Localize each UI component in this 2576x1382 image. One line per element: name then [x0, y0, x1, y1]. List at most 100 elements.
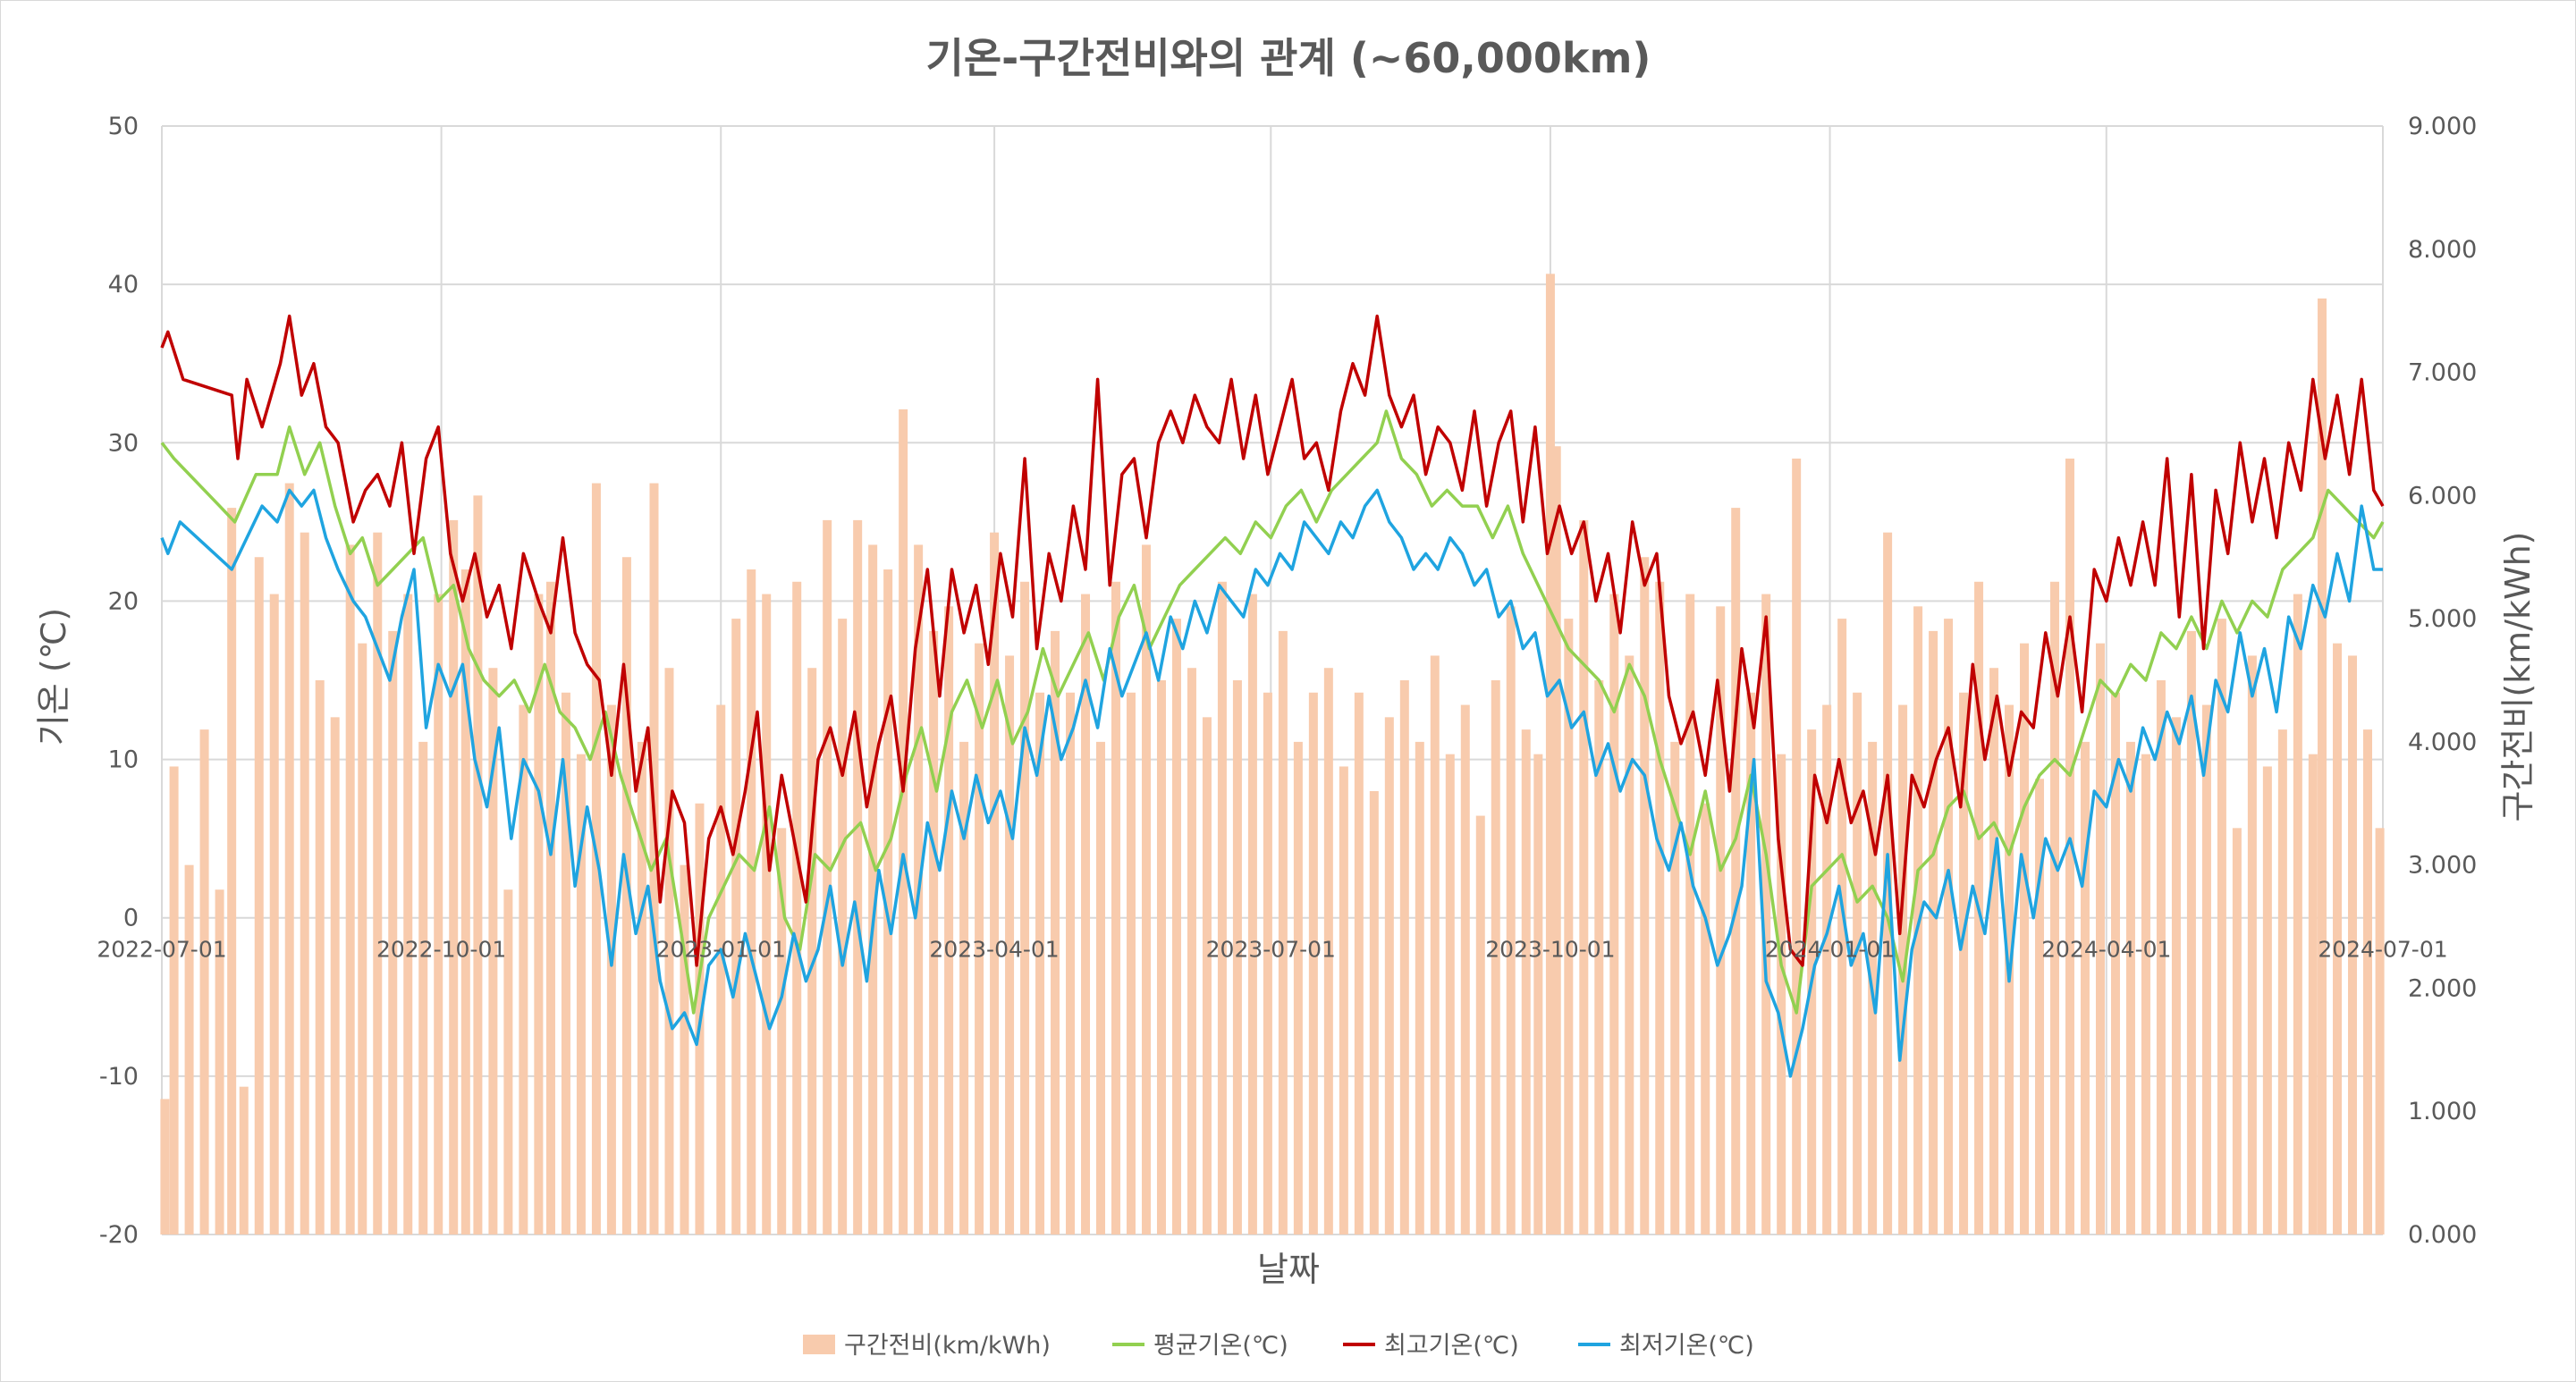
bar-efficiency	[853, 519, 863, 1235]
bar-efficiency	[1399, 680, 1409, 1235]
bar-efficiency	[1609, 594, 1619, 1235]
right-axis: 0.000 1.000 2.000 3.000 4.000 5.000 6.000 7.000…	[2408, 113, 2477, 1249]
bar-efficiency	[1187, 668, 1196, 1235]
right-tick-label: 4.000	[2408, 729, 2477, 756]
bar-efficiency	[227, 508, 237, 1235]
bar-efficiency	[1475, 815, 1485, 1235]
bar-efficiency	[1579, 519, 1589, 1235]
bar-efficiency	[975, 643, 984, 1235]
x-tick-label: 2023-07-01	[1206, 937, 1336, 963]
left-tick-label: 40	[108, 271, 139, 299]
bar-efficiency	[345, 544, 355, 1235]
right-tick-label: 2.000	[2408, 974, 2477, 1002]
bar-efficiency	[1263, 692, 1272, 1235]
right-tick-label: 8.000	[2408, 236, 2477, 264]
x-tick-label: 2024-07-01	[2318, 937, 2447, 963]
bar-efficiency	[330, 717, 340, 1235]
bar-efficiency	[1533, 754, 1543, 1235]
bar-efficiency	[2247, 655, 2257, 1235]
bar-efficiency	[2318, 298, 2327, 1235]
bar-efficiency	[184, 864, 194, 1235]
bar-efficiency	[1369, 791, 1379, 1235]
bar-efficiency	[2065, 459, 2074, 1235]
bar-efficiency	[1430, 655, 1440, 1235]
bar-efficiency	[434, 594, 443, 1235]
bar-efficiency	[2363, 729, 2373, 1235]
bar-efficiency	[637, 741, 646, 1235]
left-tick-label: 0	[123, 905, 139, 932]
line-series	[160, 314, 2385, 1078]
bar-efficiency	[2277, 729, 2287, 1235]
bar-efficiency	[503, 889, 513, 1235]
bar-efficiency	[1564, 619, 1574, 1235]
left-tick-label: 10	[108, 746, 139, 774]
x-axis: 2022-07-01 2022-10-01 2023-01-01 2023-04-01…	[97, 937, 2447, 963]
bar-efficiency	[269, 594, 279, 1235]
line-avg-temp	[160, 409, 2385, 1015]
left-axis: -20 -10 0 10 20 30 40 50	[99, 113, 139, 1249]
bar-efficiency	[169, 766, 179, 1235]
bar-efficiency	[990, 532, 1000, 1235]
bar-efficiency	[254, 557, 264, 1235]
x-tick-label: 2024-01-01	[1765, 937, 1895, 963]
bar-efficiency	[199, 729, 209, 1235]
bar-efficiency	[1545, 274, 1555, 1235]
bar-efficiency	[1171, 619, 1181, 1235]
legend-label: 최저기온(℃)	[1619, 1332, 1754, 1360]
bar-efficiency	[2035, 779, 2045, 1235]
bar-efficiency	[1141, 544, 1151, 1235]
bar-efficiency	[606, 704, 616, 1235]
bar-efficiency	[1293, 741, 1303, 1235]
right-tick-label: 7.000	[2408, 359, 2477, 387]
bar-efficiency	[792, 581, 802, 1235]
legend-label: 구간전비(km/kWh)	[844, 1332, 1051, 1360]
bar-efficiency	[2262, 766, 2272, 1235]
bar-efficiency	[1111, 581, 1120, 1235]
bar-efficiency	[731, 619, 741, 1235]
bar-efficiency	[1959, 692, 1969, 1235]
bar-efficiency	[1323, 668, 1333, 1235]
bar-efficiency	[2110, 692, 2120, 1235]
x-tick-label: 2023-10-01	[1485, 937, 1615, 963]
bar-efficiency	[2080, 741, 2090, 1235]
bar-efficiency	[460, 569, 470, 1235]
right-tick-label: 6.000	[2408, 482, 2477, 510]
line-min-temp	[160, 488, 2383, 1078]
bar-efficiency	[1156, 680, 1166, 1235]
bar-efficiency	[215, 889, 224, 1235]
legend-swatch-bar	[803, 1335, 835, 1354]
chart-title: 기온-구간전비와의 관계 (~60,000km)	[926, 34, 1651, 82]
bar-efficiency	[534, 594, 544, 1235]
bar-efficiency	[1384, 717, 1394, 1235]
bar-efficiency	[488, 668, 498, 1235]
bar-efficiency	[239, 1086, 249, 1235]
x-tick-label: 2023-01-01	[656, 937, 786, 963]
bar-efficiency	[1701, 803, 1710, 1235]
bar-efficiency	[473, 495, 483, 1235]
legend-label: 최고기온(℃)	[1384, 1332, 1519, 1360]
bar-efficiency	[2333, 643, 2343, 1235]
bar-efficiency	[2171, 717, 2181, 1235]
bar-efficiency	[1521, 729, 1531, 1235]
bar-efficiency	[2050, 581, 2060, 1235]
bar-efficiency	[418, 741, 428, 1235]
bar-efficiency	[2375, 828, 2385, 1235]
x-tick-label: 2023-04-01	[929, 937, 1059, 963]
bar-efficiency	[449, 519, 459, 1235]
bar-efficiency	[2348, 655, 2358, 1235]
right-tick-label: 9.000	[2408, 113, 2477, 140]
bar-efficiency	[1308, 692, 1318, 1235]
bar-efficiency	[1081, 594, 1091, 1235]
bar-efficiency	[1716, 606, 1726, 1235]
bar-efficiency	[1415, 741, 1424, 1235]
bar-efficiency	[807, 668, 817, 1235]
bar-efficiency	[2186, 630, 2196, 1235]
bar-efficiency	[1066, 692, 1076, 1235]
bar-efficiency	[1929, 630, 1938, 1235]
line-max-temp	[160, 314, 2385, 967]
bar-efficiency	[284, 483, 294, 1235]
bar-efficiency	[315, 680, 325, 1235]
bar-efficiency	[1989, 668, 1999, 1235]
